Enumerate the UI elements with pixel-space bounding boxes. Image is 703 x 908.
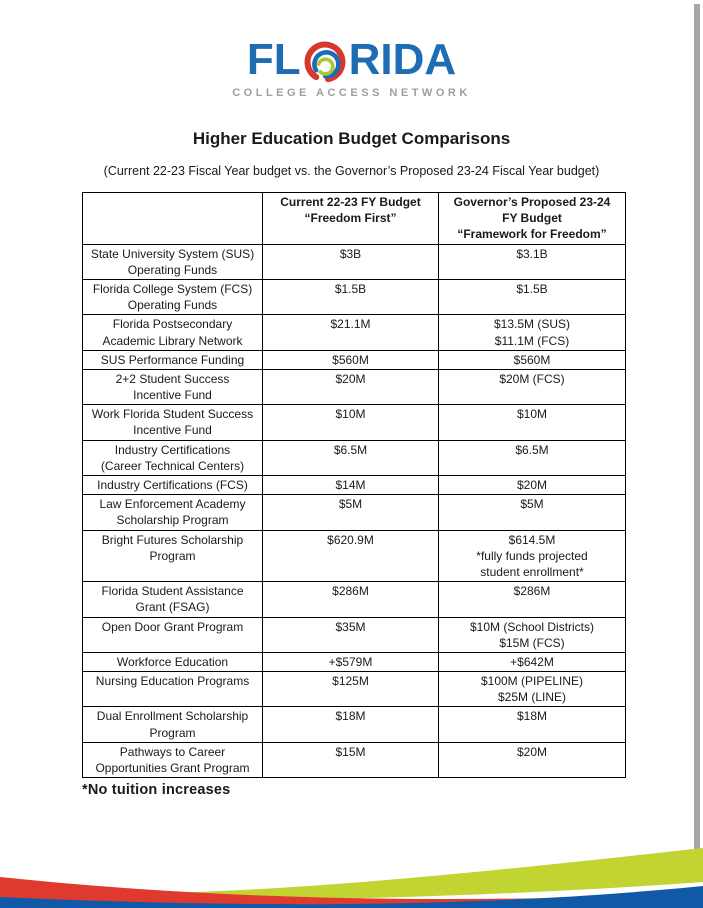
proposed-budget-cell: $5M — [438, 494, 626, 531]
page-title: Higher Education Budget Comparisons — [192, 129, 511, 148]
current-budget-cell: $18M — [262, 706, 439, 743]
proposed-budget-cell: $560M — [438, 349, 626, 370]
footnote-no-tuition-increases: *No tuition increases — [82, 782, 231, 799]
program-cell: Industry Certifications (Career Technica… — [82, 439, 263, 477]
table-header-row: Current 22-23 FY Budget “Freedom First” … — [82, 192, 626, 245]
table-row: SUS Performance Funding $560M $560M — [82, 349, 626, 370]
florida-can-logo: FL RIDA COLLEGE ACCESS NETWORK — [0, 0, 703, 100]
program-cell: Nursing Education Programs — [82, 671, 263, 708]
table-row: Florida Student Assistance Grant (FSAG) $… — [82, 581, 626, 618]
proposed-budget-cell: $3.1B — [438, 243, 626, 280]
current-budget-cell: +$579M — [262, 651, 439, 673]
current-budget-cell: $14M — [262, 474, 439, 496]
logo-text-rida: RIDA — [348, 35, 457, 84]
current-budget-cell: $35M — [262, 616, 439, 653]
current-budget-cell: $20M — [262, 368, 439, 406]
proposed-budget-cell: $100M (PIPELINE) $25M (LINE) — [438, 671, 626, 708]
current-budget-cell: $5M — [262, 494, 439, 531]
current-budget-cell: $6.5M — [262, 439, 439, 477]
logo-tagline: COLLEGE ACCESS NETWORK — [232, 87, 471, 99]
current-budget-cell: $620.9M — [262, 529, 439, 583]
bottom-wave-decoration — [0, 848, 703, 908]
table-row: Industry Certifications (Career Technica… — [82, 439, 626, 477]
program-cell: Law Enforcement Academy Scholarship Prog… — [82, 494, 263, 531]
budget-comparison-table: Current 22-23 FY Budget “Freedom First” … — [82, 192, 626, 779]
table-row: Workforce Education +$579M +$642M — [82, 651, 626, 673]
program-cell: Florida College System (FCS) Operating F… — [82, 278, 263, 316]
table-row: Nursing Education Programs $125M $100M (PI… — [82, 671, 626, 708]
logo-o-swoosh-icon — [304, 41, 346, 83]
current-budget-cell: $1.5B — [262, 278, 439, 316]
proposed-budget-cell: $18M — [438, 706, 626, 743]
proposed-budget-cell: $614.5M *fully funds projected student e… — [438, 529, 626, 583]
current-budget-cell: $3B — [262, 243, 439, 280]
logo-text-fl: FL — [246, 35, 301, 84]
current-budget-cell: $125M — [262, 671, 439, 708]
program-cell: 2+2 Student Success Incentive Fund — [82, 368, 263, 406]
table-row: State University System (SUS) Operating … — [82, 243, 626, 280]
page-edge-shadow — [694, 4, 700, 852]
current-budget-cell: $286M — [262, 581, 439, 618]
table-row: Open Door Grant Program $35M $10M (School … — [82, 616, 626, 653]
table-row: Florida Postsecondary Academic Library N… — [82, 314, 626, 351]
proposed-budget-cell: $10M — [438, 404, 626, 441]
proposed-budget-cell: $20M — [438, 741, 626, 779]
current-budget-cell: $15M — [262, 741, 439, 779]
column-header-proposed-budget: Governor’s Proposed 23-24 FY Budget “Fra… — [438, 192, 626, 245]
program-cell: Open Door Grant Program — [82, 616, 263, 653]
proposed-budget-cell: $286M — [438, 581, 626, 618]
program-cell: Pathways to Career Opportunities Grant P… — [82, 741, 263, 779]
table-row: 2+2 Student Success Incentive Fund $20M $2… — [82, 368, 626, 406]
wave-red — [0, 877, 655, 906]
table-row: Bright Futures Scholarship Program $620.9… — [82, 529, 626, 583]
table-row: Law Enforcement Academy Scholarship Prog… — [82, 494, 626, 531]
proposed-budget-cell: $20M (FCS) — [438, 368, 626, 406]
program-cell: Work Florida Student Success Incentive F… — [82, 404, 263, 441]
wave-green — [0, 848, 703, 900]
program-cell: Bright Futures Scholarship Program — [82, 529, 263, 583]
program-cell: Dual Enrollment Scholarship Program — [82, 706, 263, 743]
proposed-budget-cell: $6.5M — [438, 439, 626, 477]
table-row: Work Florida Student Success Incentive F… — [82, 404, 626, 441]
proposed-budget-cell: $13.5M (SUS) $11.1M (FCS) — [438, 314, 626, 351]
table-row: Florida College System (FCS) Operating F… — [82, 278, 626, 316]
program-cell: Florida Student Assistance Grant (FSAG) — [82, 581, 263, 618]
program-cell: Industry Certifications (FCS) — [82, 474, 263, 496]
column-header-program — [82, 192, 263, 245]
proposed-budget-cell: $10M (School Districts) $15M (FCS) — [438, 616, 626, 653]
wave-blue — [0, 886, 703, 908]
current-budget-cell: $21.1M — [262, 314, 439, 351]
page-subtitle: (Current 22-23 Fiscal Year budget vs. th… — [103, 164, 600, 178]
table-row: Industry Certifications (FCS) $14M $20M — [82, 474, 626, 496]
column-header-current-budget: Current 22-23 FY Budget “Freedom First” — [262, 192, 439, 245]
program-cell: State University System (SUS) Operating … — [82, 243, 263, 280]
program-cell: Florida Postsecondary Academic Library N… — [82, 314, 263, 351]
logo-wordmark: FL RIDA — [0, 36, 703, 84]
proposed-budget-cell: $20M — [438, 474, 626, 496]
program-cell: SUS Performance Funding — [82, 349, 263, 370]
current-budget-cell: $560M — [262, 349, 439, 370]
program-cell: Workforce Education — [82, 651, 263, 673]
table-row: Pathways to Career Opportunities Grant P… — [82, 741, 626, 779]
table-row: Dual Enrollment Scholarship Program $18M $… — [82, 706, 626, 743]
proposed-budget-cell: $1.5B — [438, 278, 626, 316]
current-budget-cell: $10M — [262, 404, 439, 441]
proposed-budget-cell: +$642M — [438, 651, 626, 673]
